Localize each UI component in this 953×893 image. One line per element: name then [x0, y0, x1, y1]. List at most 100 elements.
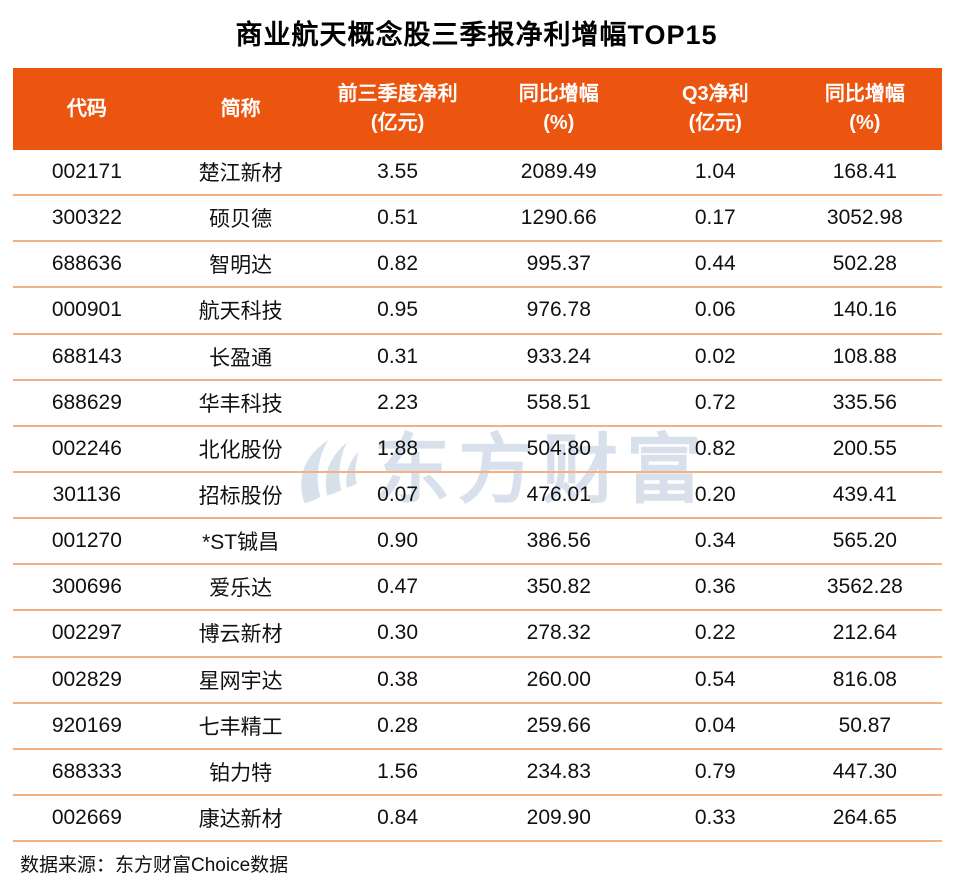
cell-9m-yoy: 259.66 [526, 713, 591, 737]
cell-9m-profit: 0.31 [377, 344, 419, 368]
cell-code: 688143 [51, 344, 122, 368]
data-table: 代码 简称 前三季度净利 (亿元) 同比增幅 (%) Q3净利 (亿元) 同比增… [13, 68, 942, 843]
cell-q3-yoy: 264.65 [832, 806, 897, 830]
cell-name: 华丰科技 [198, 392, 283, 416]
cell-9m-yoy: 386.56 [526, 529, 591, 553]
cell-name: 硕贝德 [209, 208, 273, 232]
cell-code: 002829 [51, 667, 122, 691]
cell-code: 688636 [51, 252, 122, 276]
cell-9m-yoy: 476.01 [526, 483, 591, 507]
cell-q3-yoy: 50.87 [838, 713, 892, 737]
cell-name: 铂力特 [209, 761, 273, 785]
table-header-row: 代码 简称 前三季度净利 (亿元) 同比增幅 (%) Q3净利 (亿元) 同比增… [13, 68, 942, 150]
table-row: 688636 智明达 0.82 995.37 0.44 502.28 [13, 242, 942, 289]
cell-9m-yoy: 995.37 [526, 252, 591, 276]
cell-q3-yoy: 447.30 [832, 759, 897, 783]
cell-q3-yoy: 108.88 [832, 344, 897, 368]
cell-name: *ST铖昌 [202, 531, 280, 555]
cell-9m-yoy: 504.80 [526, 436, 591, 460]
cell-q3-profit: 0.33 [694, 806, 736, 830]
header-cell-code: 代码 [66, 97, 107, 120]
table-row: 301136 招标股份 0.07 476.01 0.20 439.41 [13, 473, 942, 520]
cell-9m-profit: 2.23 [377, 390, 419, 414]
cell-q3-profit: 0.36 [694, 575, 736, 599]
table-row: 002171 楚江新材 3.55 2089.49 1.04 168.41 [13, 150, 942, 197]
page-title: 商业航天概念股三季报净利增幅TOP15 [235, 20, 718, 50]
cell-name: 智明达 [209, 254, 273, 278]
cell-q3-yoy: 168.41 [832, 160, 897, 184]
cell-9m-profit: 0.51 [377, 206, 419, 230]
cell-name: 北化股份 [198, 438, 283, 462]
cell-q3-profit: 0.02 [694, 344, 736, 368]
cell-9m-profit: 0.30 [377, 621, 419, 645]
watermark: 东方财富 [294, 432, 710, 510]
cell-code: 300322 [51, 206, 122, 230]
watermark-text: 东方财富 [374, 428, 710, 513]
cell-9m-profit: 0.47 [377, 575, 419, 599]
cell-9m-profit: 0.82 [377, 252, 419, 276]
cell-9m-yoy: 260.00 [526, 667, 591, 691]
cell-9m-yoy: 933.24 [526, 344, 591, 368]
cell-q3-profit: 1.04 [694, 160, 736, 184]
cell-q3-yoy: 439.41 [832, 483, 897, 507]
header-cell-9m-profit: 前三季度净利 (亿元) [337, 83, 458, 134]
cell-code: 002297 [51, 621, 122, 645]
cell-code: 301136 [52, 483, 122, 507]
cell-9m-profit: 0.95 [377, 298, 419, 322]
cell-code: 002669 [51, 806, 122, 830]
cell-q3-profit: 0.72 [694, 390, 736, 414]
cell-name: 爱乐达 [209, 577, 273, 601]
cell-code: 000901 [51, 298, 122, 322]
cell-9m-yoy: 234.83 [526, 759, 591, 783]
cell-9m-profit: 3.55 [377, 160, 419, 184]
table-body: 002171 楚江新材 3.55 2089.49 1.04 168.41 300… [13, 150, 942, 843]
table-row: 001270 *ST铖昌 0.90 386.56 0.34 565.20 [13, 519, 942, 566]
cell-q3-yoy: 212.64 [832, 621, 897, 645]
header-cell-name: 简称 [220, 97, 261, 120]
cell-9m-profit: 1.88 [377, 436, 419, 460]
cell-9m-yoy: 350.82 [526, 575, 591, 599]
table-row: 002246 北化股份 1.88 504.80 0.82 200.55 [13, 427, 942, 473]
cell-9m-profit: 0.28 [377, 713, 419, 737]
cell-q3-profit: 0.44 [694, 252, 736, 276]
cell-9m-yoy: 209.90 [526, 806, 591, 830]
cell-name: 康达新材 [198, 808, 283, 832]
cell-name: 博云新材 [198, 623, 283, 647]
cell-q3-yoy: 140.16 [832, 298, 897, 322]
cell-q3-profit: 0.17 [694, 206, 736, 230]
cell-9m-yoy: 1290.66 [520, 206, 597, 230]
cell-q3-profit: 0.82 [694, 436, 736, 460]
table-row: 300696 爱乐达 0.47 350.82 0.36 3562.28 [13, 565, 942, 612]
cell-q3-yoy: 502.28 [832, 252, 897, 276]
table-row: 000901 航天科技 0.95 976.78 0.06 140.16 [13, 288, 942, 335]
cell-9m-profit: 0.84 [377, 806, 419, 830]
table-row: 002669 康达新材 0.84 209.90 0.33 264.65 [13, 796, 942, 843]
cell-9m-yoy: 278.32 [526, 621, 591, 645]
cell-9m-yoy: 558.51 [526, 390, 591, 414]
cell-9m-profit: 1.56 [377, 759, 419, 783]
cell-code: 002171 [51, 160, 122, 184]
cell-q3-profit: 0.06 [694, 298, 736, 322]
cell-q3-profit: 0.79 [694, 759, 736, 783]
cell-name: 星网宇达 [198, 669, 283, 693]
table-row: 002297 博云新材 0.30 278.32 0.22 212.64 [13, 611, 942, 658]
cell-name: 长盈通 [209, 346, 273, 370]
cell-name: 招标股份 [198, 485, 283, 509]
cell-9m-profit: 0.90 [377, 529, 419, 553]
cell-q3-yoy: 565.20 [832, 529, 897, 553]
cell-q3-profit: 0.04 [694, 713, 736, 737]
cell-q3-profit: 0.20 [694, 483, 736, 507]
cell-9m-profit: 0.38 [377, 667, 419, 691]
header-cell-9m-yoy: 同比增幅 (%) [518, 83, 599, 134]
cell-code: 688333 [51, 759, 122, 783]
cell-q3-yoy: 200.55 [832, 436, 897, 460]
cell-9m-yoy: 2089.49 [520, 160, 597, 184]
cell-code: 920169 [51, 713, 122, 737]
cell-9m-yoy: 976.78 [526, 298, 591, 322]
cell-q3-profit: 0.34 [694, 529, 736, 553]
data-source-note: 数据来源：东方财富Choice数据 [20, 855, 289, 876]
cell-code: 001270 [51, 529, 122, 553]
table-row: 688629 华丰科技 2.23 558.51 0.72 335.56 [13, 381, 942, 427]
cell-9m-profit: 0.07 [377, 483, 419, 507]
